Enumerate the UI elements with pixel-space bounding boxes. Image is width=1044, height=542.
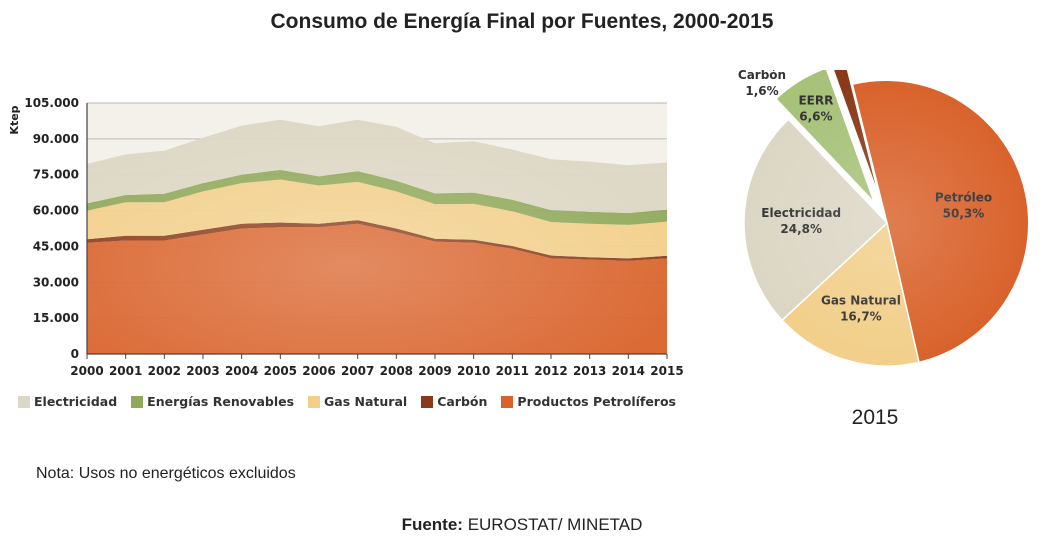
x-tick-label: 2005	[264, 364, 297, 378]
plot-highlight	[87, 103, 667, 354]
pie-label: Electricidad	[761, 206, 841, 220]
pie-value-label: 50,3%	[943, 207, 985, 221]
legend-swatch	[501, 395, 514, 408]
y-tick-label: 105.000	[24, 96, 79, 110]
pie-value-label: 1,6%	[745, 84, 778, 98]
y-axis-label: Ktep	[8, 105, 21, 134]
y-tick-label: 60.000	[33, 204, 79, 218]
stacked-area-chart: 0 15.000 30.000 45.000 60.000 75.000 90.000 105…	[8, 96, 684, 378]
pie-value-label: 16,7%	[840, 310, 882, 324]
y-tick-label: 0	[71, 347, 79, 361]
x-tick-label: 2007	[341, 364, 374, 378]
pie-value-label: 24,8%	[780, 222, 822, 236]
legend-label: Gas Natural	[324, 394, 408, 409]
y-tick-label: 30.000	[33, 275, 79, 289]
x-tick-label: 2002	[148, 364, 181, 378]
legend-label: Carbón	[437, 394, 488, 409]
source-text: Fuente: EUROSTAT/ MINETAD	[0, 515, 1044, 535]
x-tick-label: 2012	[534, 364, 567, 378]
x-tick-label: 2004	[225, 364, 258, 378]
legend-swatch	[18, 395, 30, 408]
pie-title: 2015	[851, 406, 899, 429]
x-tick-label: 2006	[302, 364, 335, 378]
pie-label: Petróleo	[935, 191, 992, 205]
legend-item-energ-as-renovables: Energías Renovables	[131, 394, 294, 409]
legend-label: Productos Petrolíferos	[517, 394, 676, 409]
legend-swatch	[308, 395, 321, 408]
pie-chart: Petróleo 50,3% Gas Natural 16,7% Electricida…	[738, 70, 1030, 367]
pie-label: EERR	[798, 94, 833, 108]
x-tick-label: 2000	[70, 364, 103, 378]
x-tick-label: 2001	[109, 364, 142, 378]
area-legend: Electricidad Energías Renovables Gas Natur…	[18, 394, 676, 409]
legend-item-electricidad: Electricidad	[18, 394, 117, 409]
legend-item-carb-n: Carbón	[421, 394, 487, 409]
source-label: Fuente:	[401, 515, 463, 534]
x-tick-label: 2003	[186, 364, 219, 378]
x-tick-label: 2013	[573, 364, 606, 378]
y-tick-label: 15.000	[33, 311, 79, 325]
legend-item-productos-petrol-feros: Productos Petrolíferos	[501, 394, 676, 409]
x-tick-label: 2015	[650, 364, 683, 378]
chart-title: Consumo de Energía Final por Fuentes, 20…	[270, 10, 774, 33]
x-tick-label: 2009	[418, 364, 451, 378]
source-value: EUROSTAT/ MINETAD	[467, 515, 643, 534]
pie-label: Carbón	[738, 70, 786, 82]
pie-label: Gas Natural	[821, 294, 901, 308]
y-tick-label: 75.000	[33, 168, 79, 182]
legend-label: Energías Renovables	[147, 394, 295, 409]
legend-swatch	[421, 395, 434, 408]
x-tick-label: 2008	[380, 364, 413, 378]
x-tick-label: 2011	[496, 364, 529, 378]
pie-value-label: 6,6%	[799, 110, 832, 124]
x-tick-label: 2010	[457, 364, 490, 378]
legend-label: Electricidad	[34, 394, 118, 409]
legend-swatch	[131, 395, 144, 408]
y-tick-label: 45.000	[33, 239, 79, 253]
x-tick-label: 2014	[612, 364, 645, 378]
y-tick-label: 90.000	[33, 132, 79, 146]
legend-item-gas-natural: Gas Natural	[308, 394, 407, 409]
note-text: Nota: Usos no energéticos excluidos	[36, 465, 296, 482]
